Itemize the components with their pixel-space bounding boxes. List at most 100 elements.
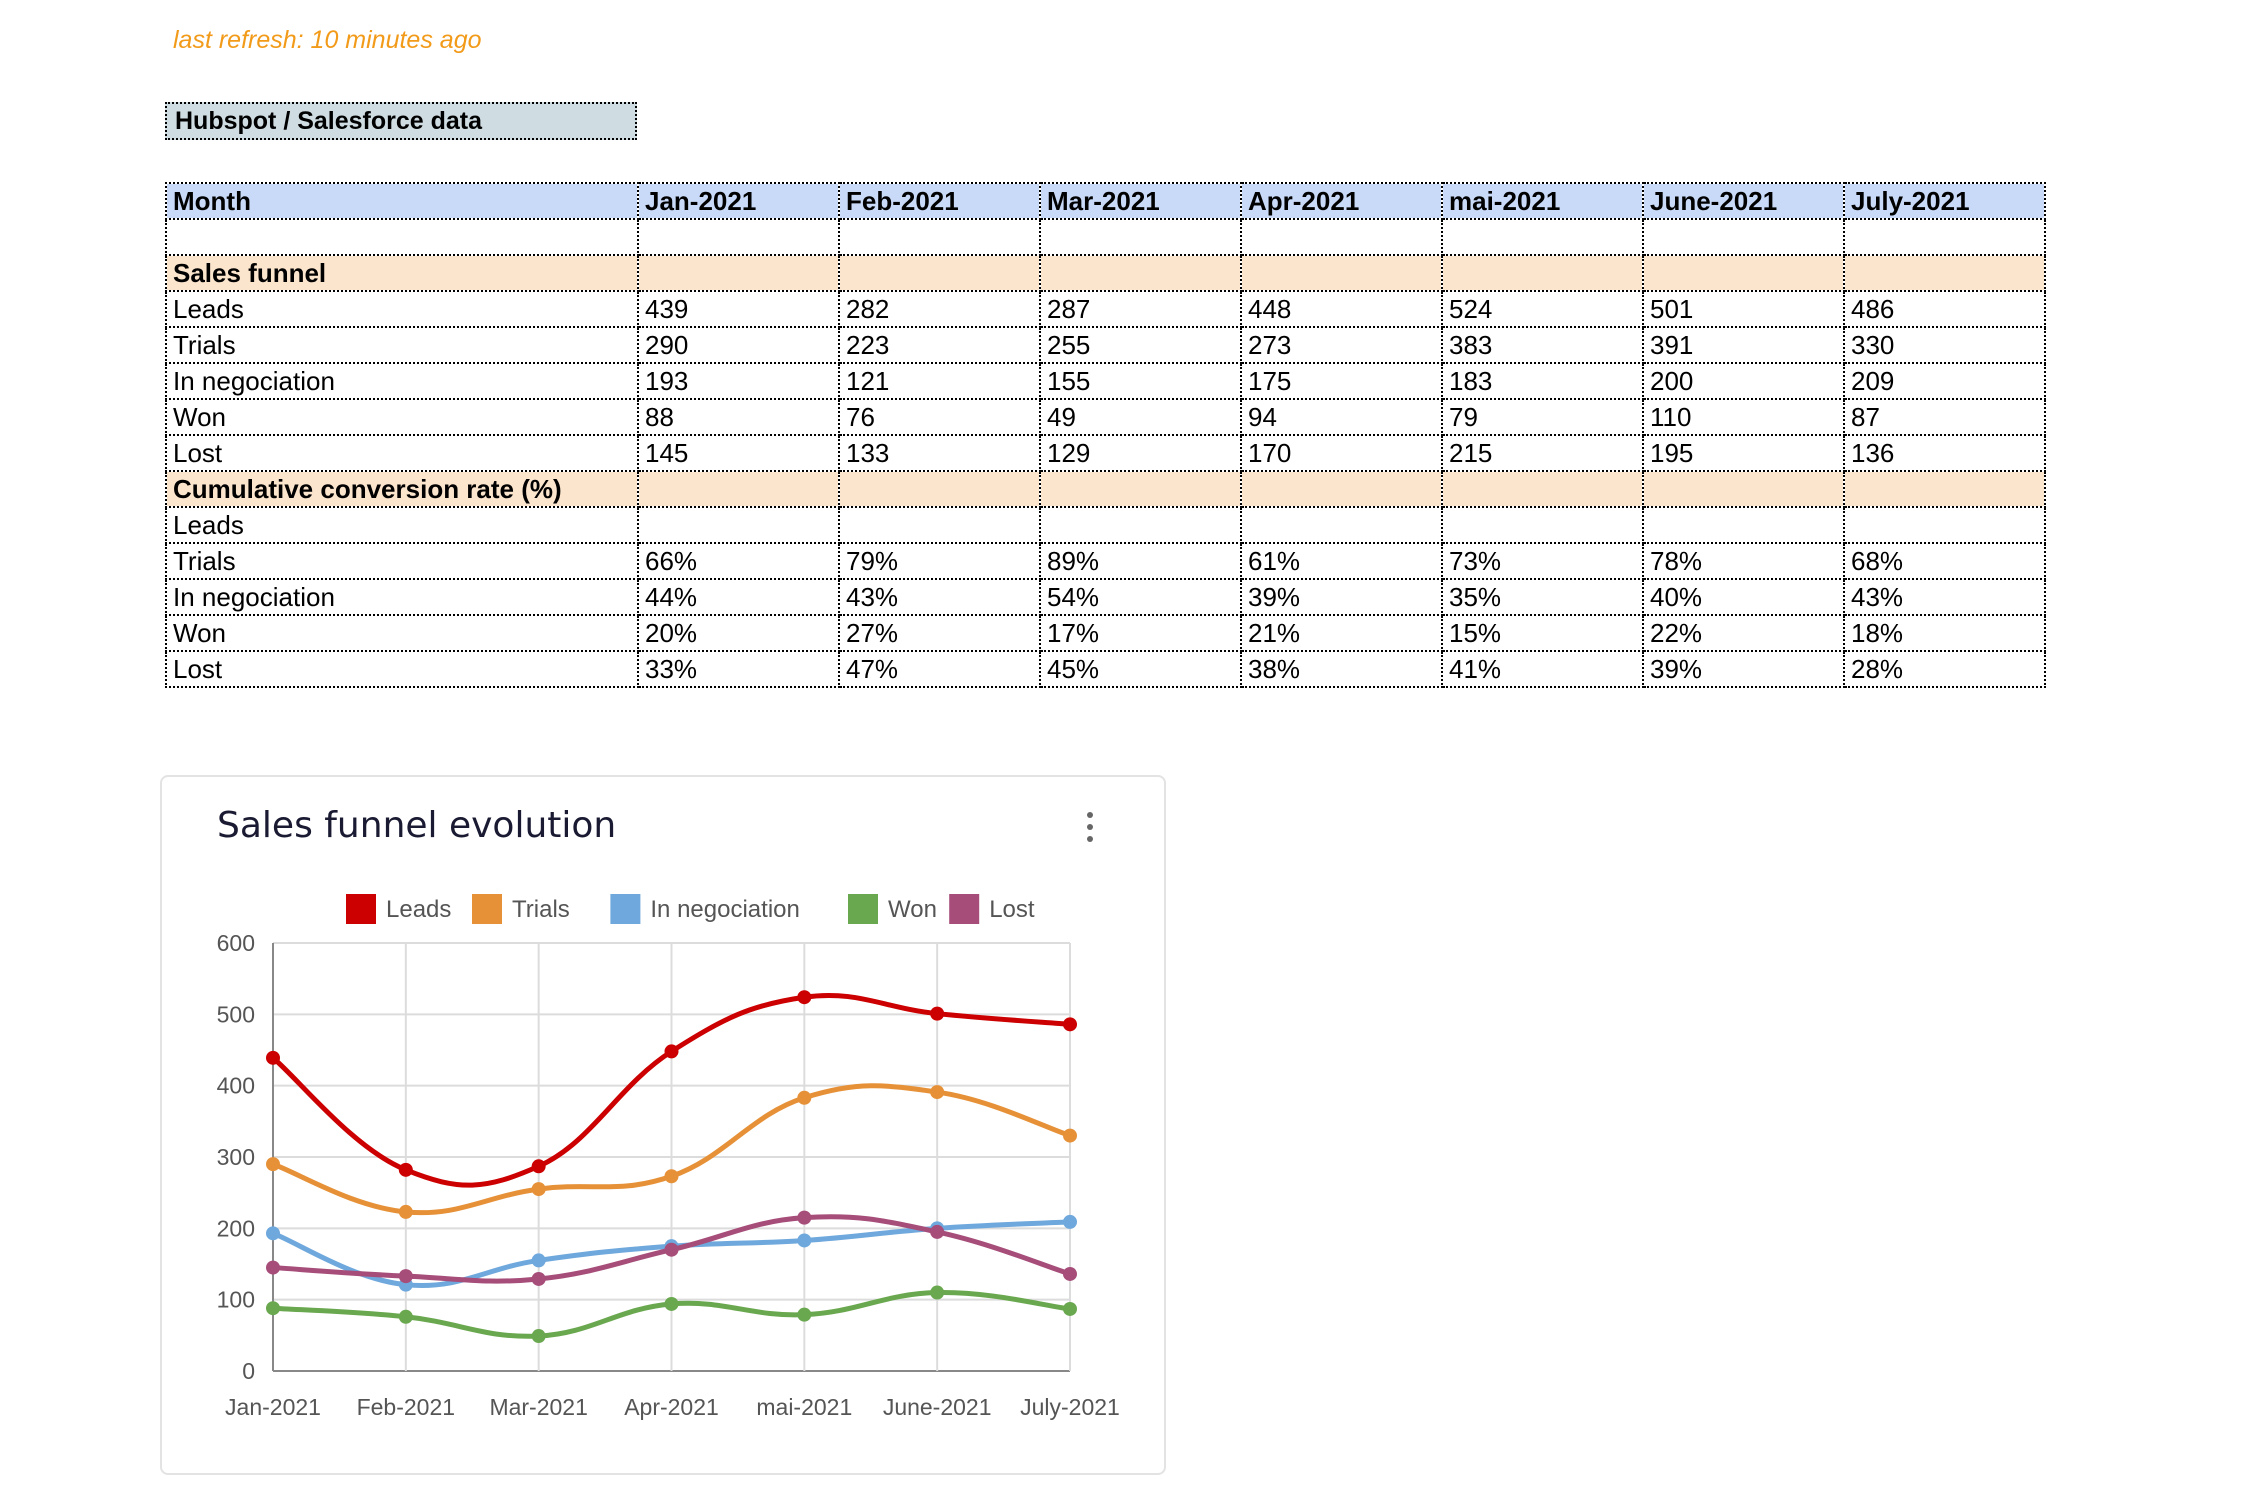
section-title: Cumulative conversion rate (%) [165, 470, 639, 508]
table-row: Leads 439 282 287 448 524 501 486 [165, 290, 2046, 328]
table-cell [1441, 218, 1644, 256]
table-cell: 136 [1843, 434, 2046, 472]
table-cell [637, 218, 840, 256]
row-label: Lost [165, 434, 639, 472]
x-tick-label: Jan-2021 [225, 1394, 321, 1420]
x-tick-label: Feb-2021 [357, 1394, 455, 1420]
y-tick-label: 400 [217, 1073, 255, 1099]
data-point [1063, 1017, 1077, 1032]
table-cell [1039, 506, 1242, 544]
table-cell [1240, 470, 1443, 508]
table-cell: 287 [1039, 290, 1242, 328]
table-cell: 47% [838, 650, 1041, 688]
more-options-icon[interactable] [1080, 807, 1100, 853]
table-row: In negociation 193 121 155 175 183 200 209 [165, 362, 2046, 400]
y-tick-label: 300 [217, 1144, 255, 1170]
table-cell: 17% [1039, 614, 1242, 652]
data-point [266, 1301, 280, 1316]
table-cell: 330 [1843, 326, 2046, 364]
table-cell: 44% [637, 578, 840, 616]
column-header: Month [165, 182, 639, 220]
row-label: Leads [165, 506, 639, 544]
data-point [266, 1050, 280, 1065]
table-cell: 15% [1441, 614, 1644, 652]
data-point [664, 1169, 679, 1184]
table-cell: 439 [637, 290, 840, 328]
table-row: Trials 290 223 255 273 383 391 330 [165, 326, 2046, 364]
table-cell [838, 470, 1041, 508]
sales-data-table: Month Jan-2021 Feb-2021 Mar-2021 Apr-2021 mai… [165, 182, 2046, 688]
column-header: Feb-2021 [838, 182, 1041, 220]
row-label: Trials [165, 542, 639, 580]
table-cell [637, 506, 840, 544]
table-cell [1441, 470, 1644, 508]
table-cell: 20% [637, 614, 840, 652]
row-label: In negociation [165, 362, 639, 400]
section-title: Sales funnel [165, 254, 639, 292]
data-point [531, 1182, 546, 1197]
table-cell: 223 [838, 326, 1041, 364]
column-header: Jan-2021 [637, 182, 840, 220]
table-cell: 89% [1039, 542, 1242, 580]
table-cell: 39% [1240, 578, 1443, 616]
table-cell: 39% [1642, 650, 1845, 688]
table-cell [637, 254, 840, 292]
table-cell [1642, 470, 1845, 508]
table-cell: 255 [1039, 326, 1242, 364]
table-cell [1039, 218, 1242, 256]
table-cell: 200 [1642, 362, 1845, 400]
column-header: July-2021 [1843, 182, 2046, 220]
table-cell: 22% [1642, 614, 1845, 652]
table-cell [1642, 218, 1845, 256]
legend-label: Lost [989, 896, 1035, 923]
table-cell: 79% [838, 542, 1041, 580]
data-point [1063, 1128, 1077, 1143]
data-point [797, 990, 812, 1005]
data-point [398, 1309, 413, 1324]
row-label: Leads [165, 290, 639, 328]
x-tick-label: Mar-2021 [489, 1394, 587, 1420]
table-cell: 145 [637, 434, 840, 472]
table-cell: 68% [1843, 542, 2046, 580]
table-cell: 121 [838, 362, 1041, 400]
legend-label: In negociation [650, 896, 799, 923]
table-cell: 54% [1039, 578, 1242, 616]
chart-title: Sales funnel evolution [217, 805, 617, 846]
table-header-row: Month Jan-2021 Feb-2021 Mar-2021 Apr-2021 mai… [165, 182, 2046, 220]
legend-swatch [949, 894, 980, 924]
data-point [398, 1204, 413, 1219]
table-cell [838, 506, 1041, 544]
x-tick-label: Apr-2021 [624, 1394, 719, 1420]
data-point [797, 1307, 812, 1322]
data-point [797, 1210, 812, 1225]
table-cell: 66% [637, 542, 840, 580]
data-point [266, 1226, 280, 1241]
data-point [797, 1090, 812, 1105]
table-cell: 501 [1642, 290, 1845, 328]
table-cell: 79 [1441, 398, 1644, 436]
table-cell [1843, 506, 2046, 544]
table-cell: 87 [1843, 398, 2046, 436]
table-cell [1642, 506, 1845, 544]
table-cell: 43% [838, 578, 1041, 616]
table-cell [1240, 254, 1443, 292]
column-header: Mar-2021 [1039, 182, 1242, 220]
table-cell: 195 [1642, 434, 1845, 472]
table-cell [1642, 254, 1845, 292]
table-cell [1441, 254, 1644, 292]
y-tick-label: 100 [217, 1287, 255, 1313]
y-tick-label: 200 [217, 1215, 255, 1241]
data-source-title: Hubspot / Salesforce data [165, 102, 637, 140]
table-row: Lost 33% 47% 45% 38% 41% 39% 28% [165, 650, 2046, 688]
row-label: Trials [165, 326, 639, 364]
data-point [930, 1285, 945, 1300]
table-cell: 448 [1240, 290, 1443, 328]
column-header: Apr-2021 [1240, 182, 1443, 220]
data-point [930, 1006, 945, 1021]
table-cell: 28% [1843, 650, 2046, 688]
table-cell [165, 218, 639, 256]
table-blank-row [165, 218, 2046, 256]
table-cell: 133 [838, 434, 1041, 472]
row-label: Won [165, 398, 639, 436]
table-cell: 33% [637, 650, 840, 688]
